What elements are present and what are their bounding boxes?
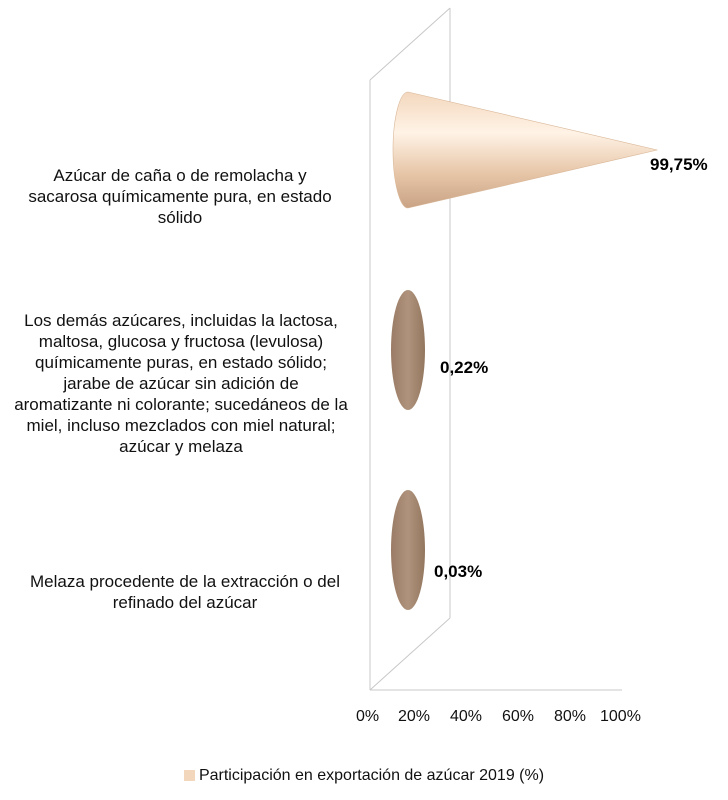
- x-tick-0: 0%: [356, 708, 380, 725]
- data-label-3: 0,03%: [434, 562, 483, 581]
- data-label-2: 0,22%: [440, 358, 489, 377]
- legend: Participación en exportación de azúcar 2…: [0, 767, 728, 785]
- x-tick-40: 40%: [450, 708, 483, 725]
- legend-label: Participación en exportación de azúcar 2…: [198, 767, 545, 784]
- floor-depth-edge: [369, 617, 451, 691]
- x-tick-60: 60%: [502, 708, 535, 725]
- x-tick-20: 20%: [398, 708, 431, 725]
- legend-swatch: [183, 770, 195, 781]
- back-wall-top-edge: [369, 7, 451, 81]
- category-label-3: Melaza procedente de la extracción o del…: [30, 572, 340, 612]
- data-label-1: 99,75%: [650, 155, 708, 174]
- category-label-2: Los demás azúcares, incluidas la lactosa…: [14, 311, 348, 456]
- bar-cone-2: [391, 290, 425, 410]
- x-tick-80: 80%: [554, 708, 587, 725]
- bar-cone-3: [391, 490, 425, 610]
- x-tick-100: 100%: [600, 708, 641, 725]
- bar-cone-1: [392, 91, 658, 209]
- chart-marks: [391, 91, 658, 610]
- category-label-1: Azúcar de caña o de remolacha y sacarosa…: [28, 166, 332, 227]
